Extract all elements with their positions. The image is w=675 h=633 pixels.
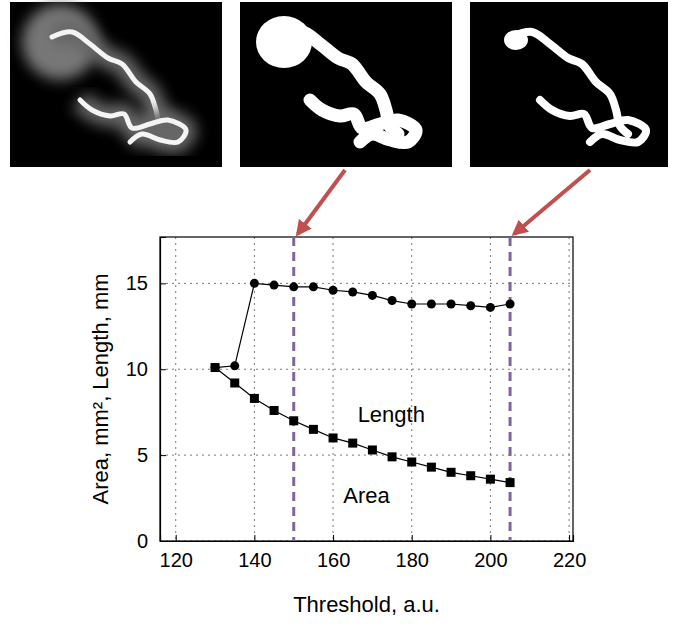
grid-line [411,237,412,541]
image-glow [80,100,186,143]
x-axis-title: Threshold, a.u. [293,592,440,617]
point [427,463,436,472]
point [329,433,338,442]
chart: 120 140 160 180 200 220 0 5 10 15 Length Area Thresh… [0,0,675,633]
grid-line [490,237,491,541]
series-line [215,368,510,483]
point [407,299,416,308]
image-background [470,2,668,167]
grid-line [569,237,570,541]
point [447,468,456,477]
image-streamer [310,100,416,143]
arrow [514,170,590,234]
grid-line [160,369,573,370]
point [407,457,416,466]
plot-frame [160,237,573,541]
tick-label: 200 [474,549,507,571]
point [506,299,515,308]
point [486,303,495,312]
tick: 5 [137,444,166,466]
tick-mark [160,369,166,370]
image-panel [470,2,668,167]
point [309,282,318,291]
grid-line [333,237,334,541]
tick-label: 120 [160,549,193,571]
image-background [240,2,452,167]
point [388,452,397,461]
point [230,378,239,387]
point [348,439,357,448]
tick-label: 15 [126,272,148,294]
point [270,281,279,290]
series-line [215,283,510,367]
point [447,299,456,308]
reference-lines [294,237,510,541]
tick-mark [333,535,334,541]
tick-mark [254,535,255,541]
axis-line [161,238,167,542]
point [289,282,298,291]
tick-label: 220 [553,549,586,571]
image-background [10,2,222,167]
point [309,425,318,434]
tick-label: 160 [317,549,350,571]
point [348,287,357,296]
point [211,363,220,372]
tick-mark [160,455,166,456]
point [270,406,279,415]
grid-line [175,237,176,541]
point [486,475,495,484]
arrows [298,170,590,234]
point [466,301,475,310]
arrow [298,170,345,234]
point [368,445,377,454]
point [329,286,338,295]
point [230,361,239,370]
tick-label: 10 [126,358,148,380]
y-axis-title: Area, mm², Length, mm [88,273,113,504]
tick-mark [176,535,177,541]
series-label: Area [343,483,390,508]
image-panel [240,2,452,167]
point [466,471,475,480]
image-streamer [540,100,646,143]
image-panel [10,2,222,167]
point [427,299,436,308]
tick-mark [412,535,413,541]
point [388,296,397,305]
tick-label: 180 [396,549,429,571]
reference-line [509,237,512,541]
image-streamer [80,100,186,143]
point [211,363,220,372]
point [250,394,259,403]
series-label: Length [358,402,425,427]
point [368,291,377,300]
tick-mark [569,535,570,541]
tick-label: 140 [238,549,271,571]
point [289,416,298,425]
tick-mark [490,535,491,541]
point [250,279,259,288]
point [506,478,515,487]
tick-label: 0 [137,530,148,552]
tick-mark [160,283,166,284]
plot-area [211,279,515,487]
grid [160,237,573,541]
tick-label: 5 [137,444,148,466]
